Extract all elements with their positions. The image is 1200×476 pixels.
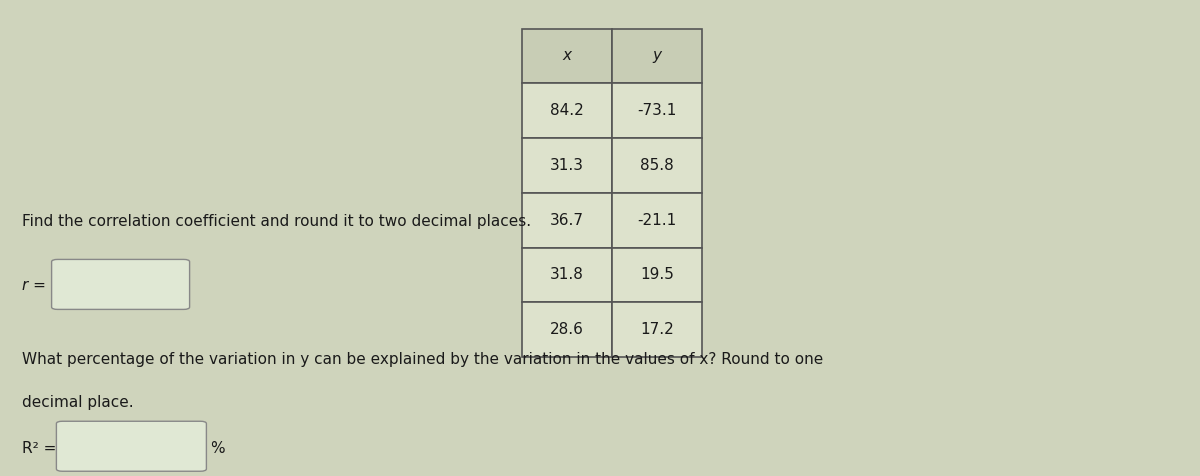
- Text: 85.8: 85.8: [640, 158, 674, 173]
- Text: %: %: [210, 441, 224, 456]
- FancyBboxPatch shape: [522, 302, 612, 357]
- FancyBboxPatch shape: [522, 193, 612, 248]
- Text: -21.1: -21.1: [637, 213, 677, 228]
- FancyBboxPatch shape: [612, 83, 702, 138]
- Text: 36.7: 36.7: [550, 213, 584, 228]
- Text: r =: r =: [22, 278, 46, 293]
- FancyBboxPatch shape: [52, 259, 190, 309]
- FancyBboxPatch shape: [522, 138, 612, 193]
- Text: Find the correlation coefficient and round it to two decimal places.: Find the correlation coefficient and rou…: [22, 214, 530, 229]
- FancyBboxPatch shape: [522, 248, 612, 302]
- FancyBboxPatch shape: [612, 29, 702, 83]
- Text: decimal place.: decimal place.: [22, 395, 133, 410]
- Text: x: x: [563, 49, 571, 63]
- Text: 84.2: 84.2: [550, 103, 584, 118]
- FancyBboxPatch shape: [612, 248, 702, 302]
- Text: -73.1: -73.1: [637, 103, 677, 118]
- FancyBboxPatch shape: [522, 29, 612, 83]
- Text: What percentage of the variation in y can be explained by the variation in the v: What percentage of the variation in y ca…: [22, 352, 823, 367]
- Text: 31.3: 31.3: [550, 158, 584, 173]
- FancyBboxPatch shape: [612, 302, 702, 357]
- FancyBboxPatch shape: [612, 138, 702, 193]
- Text: y: y: [653, 49, 661, 63]
- Text: 31.8: 31.8: [550, 268, 584, 282]
- Text: 28.6: 28.6: [550, 322, 584, 337]
- Text: 19.5: 19.5: [640, 268, 674, 282]
- Text: R² =: R² =: [22, 441, 56, 456]
- FancyBboxPatch shape: [612, 193, 702, 248]
- FancyBboxPatch shape: [522, 83, 612, 138]
- FancyBboxPatch shape: [56, 421, 206, 471]
- Text: 17.2: 17.2: [640, 322, 674, 337]
